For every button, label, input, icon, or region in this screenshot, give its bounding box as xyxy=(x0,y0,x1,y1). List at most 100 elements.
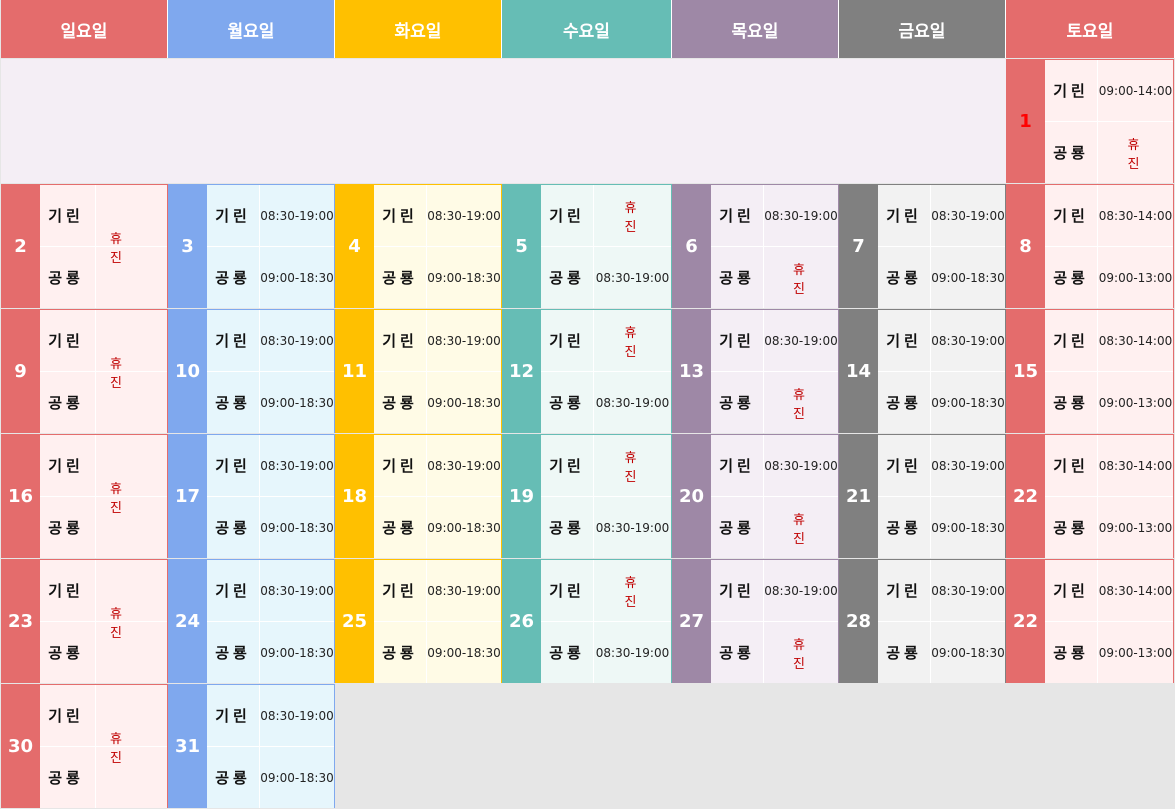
day-cell[interactable]: 15 기린 08:30-14:00 공룡 09:00-13:00 xyxy=(1006,309,1174,433)
schedule-line: 공룡 09:00-18:30 xyxy=(207,497,334,558)
hours-gongryong: 09:00-18:30 xyxy=(930,247,1005,308)
header-day-4: 목요일 xyxy=(672,0,839,58)
day-cell[interactable]: 11 기린 08:30-19:00 공룡 09:00-18:30 xyxy=(335,309,502,433)
day-cell[interactable]: 8 기린 08:30-14:00 공룡 09:00-13:00 xyxy=(1006,184,1174,308)
day-number: 16 xyxy=(1,434,40,558)
day-cell[interactable]: 4 기린 08:30-19:00 공룡 09:00-18:30 xyxy=(335,184,502,308)
hours-gongryong: 09:00-18:30 xyxy=(930,622,1005,683)
day-cell[interactable]: 19 기린 휴 진 공룡 08:30-19:00 xyxy=(502,434,672,558)
schedule-line: 기린 08:30-19:00 xyxy=(878,560,1005,622)
location-label: 공룡 xyxy=(549,644,585,662)
day-number: 4 xyxy=(335,184,374,308)
day-cell[interactable]: 21 기린 08:30-19:00 공룡 09:00-18:30 xyxy=(839,434,1006,558)
schedule-line: 공룡 09:00-18:30 xyxy=(207,247,334,308)
day-cell[interactable]: 3 기린 08:30-19:00 공룡 09:00-18:30 xyxy=(168,184,335,308)
day-number: 7 xyxy=(839,184,878,308)
day-cell[interactable]: 22 기린 08:30-14:00 공룡 09:00-13:00 xyxy=(1006,434,1174,558)
day-number: 18 xyxy=(335,434,374,558)
hours-gongryong: 09:00-18:30 xyxy=(930,372,1005,433)
location-label: 공룡 xyxy=(1053,144,1089,162)
schedule-line: 공룡 09:00-13:00 xyxy=(1045,372,1173,433)
header-day-6: 토요일 xyxy=(1006,0,1175,58)
hours-kirin: 08:30-14:00 xyxy=(1097,185,1173,246)
day-cell[interactable]: 26 기린 휴 진 공룡 08:30-19:00 xyxy=(502,559,672,683)
hours-gongryong: 09:00-18:30 xyxy=(259,622,334,683)
location-label: 기린 xyxy=(48,582,84,600)
day-schedule: 기린 08:30-19:00 공룡 09:00-18:30 xyxy=(207,434,335,558)
location-label: 공룡 xyxy=(886,644,922,662)
day-cell[interactable]: 30기린휴 진공룡 휴 진 xyxy=(1,684,168,808)
day-cell[interactable]: 14 기린 08:30-19:00 공룡 09:00-18:30 xyxy=(839,309,1006,433)
hours-kirin: 08:30-19:00 xyxy=(259,435,334,496)
location-label: 기린 xyxy=(549,207,585,225)
hours-kirin: 08:30-19:00 xyxy=(426,185,501,246)
day-cell[interactable]: 1 기린 09:00-14:00 공룡 휴 진 xyxy=(1006,59,1174,183)
day-cell[interactable]: 25 기린 08:30-19:00 공룡 09:00-18:30 xyxy=(335,559,502,683)
day-number: 2 xyxy=(1,184,40,308)
hours-kirin: 08:30-19:00 xyxy=(259,185,334,246)
schedule-line: 기린 08:30-19:00 xyxy=(878,310,1005,372)
day-cell[interactable]: 23기린휴 진공룡 휴 진 xyxy=(1,559,168,683)
schedule-line: 공룡 xyxy=(40,497,167,558)
schedule-line: 공룡 09:00-18:30 xyxy=(878,497,1005,558)
day-cell[interactable]: 13 기린 08:30-19:00 공룡 휴 진 xyxy=(672,309,839,433)
schedule-line: 공룡 09:00-18:30 xyxy=(374,372,501,433)
schedule-line: 기린 08:30-19:00 xyxy=(878,185,1005,247)
hours-gongryong: 09:00-18:30 xyxy=(426,372,501,433)
location-label: 공룡 xyxy=(886,394,922,412)
location-label: 기린 xyxy=(549,457,585,475)
day-schedule: 기린 09:00-14:00 공룡 휴 진 xyxy=(1045,59,1174,183)
location-label: 기린 xyxy=(215,332,251,350)
day-cell[interactable]: 6 기린 08:30-19:00 공룡 휴 진 xyxy=(672,184,839,308)
day-schedule: 기린 08:30-14:00 공룡 09:00-13:00 xyxy=(1045,184,1174,308)
day-number: 13 xyxy=(672,309,711,433)
day-cell[interactable]: 12 기린 휴 진 공룡 08:30-19:00 xyxy=(502,309,672,433)
hours-kirin: 08:30-19:00 xyxy=(930,435,1005,496)
location-label: 공룡 xyxy=(886,269,922,287)
hours-kirin: 08:30-14:00 xyxy=(1097,435,1173,496)
location-label: 기린 xyxy=(1053,207,1089,225)
schedule-line: 공룡 09:00-18:30 xyxy=(878,247,1005,308)
day-cell[interactable]: 28 기린 08:30-19:00 공룡 09:00-18:30 xyxy=(839,559,1006,683)
day-cell[interactable]: 17 기린 08:30-19:00 공룡 09:00-18:30 xyxy=(168,434,335,558)
day-schedule: 기린 08:30-19:00 공룡 09:00-18:30 xyxy=(878,434,1006,558)
schedule-line: 공룡 09:00-18:30 xyxy=(374,497,501,558)
day-cell[interactable]: 27 기린 08:30-19:00 공룡 휴 진 xyxy=(672,559,839,683)
hours-gongryong: 09:00-18:30 xyxy=(426,247,501,308)
day-schedule: 기린 08:30-19:00 공룡 09:00-18:30 xyxy=(207,684,335,808)
hours-kirin: 08:30-19:00 xyxy=(763,560,838,621)
location-label: 공룡 xyxy=(48,269,84,287)
location-label: 공룡 xyxy=(382,269,418,287)
hours-gongryong: 09:00-13:00 xyxy=(1097,372,1173,433)
day-schedule: 기린 08:30-19:00 공룡 09:00-18:30 xyxy=(374,309,502,433)
day-cell[interactable]: 31 기린 08:30-19:00 공룡 09:00-18:30 xyxy=(168,684,335,808)
schedule-line: 기린 08:30-14:00 xyxy=(1045,560,1173,622)
day-cell[interactable]: 7 기린 08:30-19:00 공룡 09:00-18:30 xyxy=(839,184,1006,308)
hours-kirin: 08:30-19:00 xyxy=(426,560,501,621)
day-cell[interactable]: 24 기린 08:30-19:00 공룡 09:00-18:30 xyxy=(168,559,335,683)
day-number: 22 xyxy=(1006,559,1045,683)
day-schedule: 기린 08:30-14:00 공룡 09:00-13:00 xyxy=(1045,434,1174,558)
location-label: 공룡 xyxy=(1053,394,1089,412)
day-cell[interactable]: 18 기린 08:30-19:00 공룡 09:00-18:30 xyxy=(335,434,502,558)
day-cell[interactable]: 20 기린 08:30-19:00 공룡 휴 진 xyxy=(672,434,839,558)
day-cell[interactable]: 22 기린 08:30-14:00 공룡 09:00-13:00 xyxy=(1006,559,1174,683)
day-schedule: 기린 08:30-19:00 공룡 09:00-18:30 xyxy=(878,309,1006,433)
location-label: 기린 xyxy=(1053,457,1089,475)
hours-gongryong: 09:00-18:30 xyxy=(259,747,334,808)
location-label: 기린 xyxy=(1053,82,1089,100)
location-label: 공룡 xyxy=(1053,644,1089,662)
day-cell[interactable]: 5 기린 휴 진 공룡 08:30-19:00 xyxy=(502,184,672,308)
location-label: 기린 xyxy=(382,207,418,225)
schedule-line: 기린 08:30-19:00 xyxy=(207,435,334,497)
day-cell[interactable]: 16기린휴 진공룡 휴 진 xyxy=(1,434,168,558)
day-schedule: 기린 08:30-19:00 공룡 09:00-18:30 xyxy=(374,184,502,308)
hours-kirin: 08:30-19:00 xyxy=(259,560,334,621)
schedule-line: 공룡 08:30-19:00 xyxy=(541,372,671,433)
day-schedule: 기린휴 진공룡 휴 진 xyxy=(40,684,168,808)
day-schedule: 기린 08:30-19:00 공룡 09:00-18:30 xyxy=(207,184,335,308)
day-cell[interactable]: 10 기린 08:30-19:00 공룡 09:00-18:30 xyxy=(168,309,335,433)
location-label: 공룡 xyxy=(549,519,585,537)
